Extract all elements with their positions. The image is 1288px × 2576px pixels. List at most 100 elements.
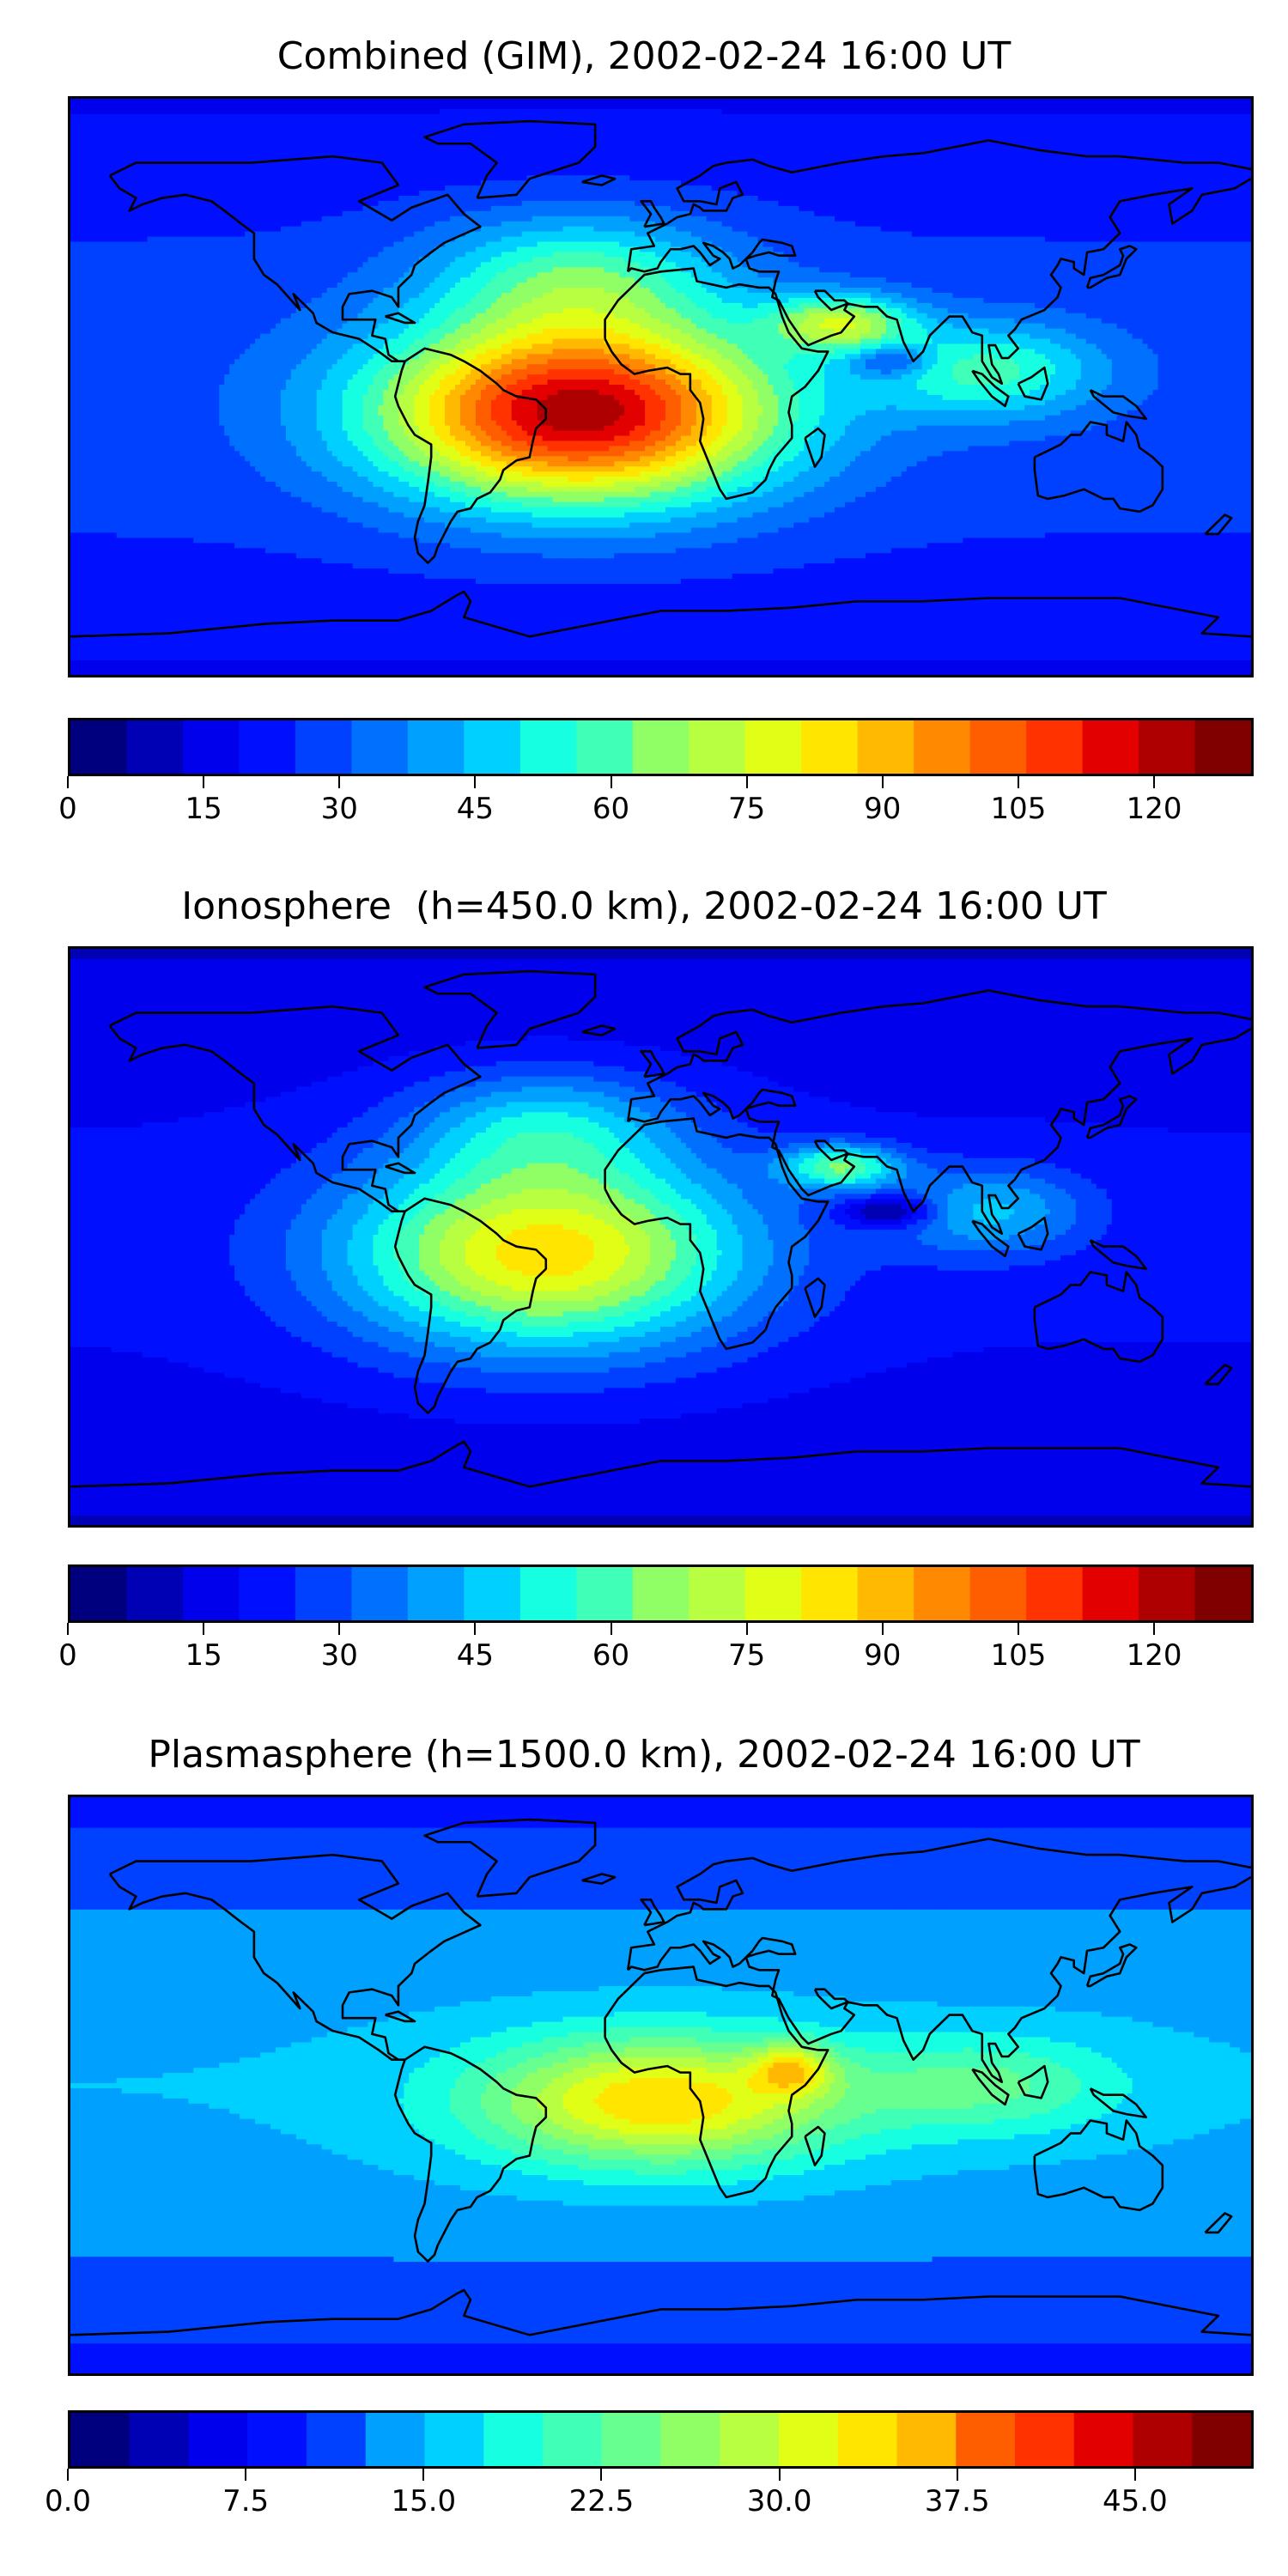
- tec-cell: [978, 125, 984, 131]
- tec-cell: [507, 145, 513, 151]
- tec-cell: [850, 145, 856, 151]
- tec-cell: [122, 119, 128, 125]
- tec-cell: [645, 99, 651, 105]
- tec-cell: [553, 135, 559, 141]
- tec-cell: [378, 140, 384, 146]
- tec-cell: [465, 145, 471, 151]
- tec-cell: [393, 119, 399, 125]
- tec-cell: [1102, 135, 1108, 141]
- tec-cell: [101, 109, 107, 115]
- tec-cell: [507, 140, 513, 146]
- tec-cell: [1112, 125, 1118, 131]
- tec-cell: [481, 130, 487, 136]
- tec-cell: [1122, 119, 1128, 125]
- tec-cell: [209, 155, 215, 161]
- tec-cell: [943, 155, 949, 161]
- tec-cell: [168, 145, 174, 151]
- tec-cell: [876, 130, 882, 136]
- tec-cell: [814, 135, 820, 141]
- tec-cell: [1235, 140, 1241, 146]
- tec-cell: [824, 99, 830, 105]
- tec-cell: [871, 104, 877, 110]
- tec-cell: [829, 140, 835, 146]
- tec-cell: [86, 99, 92, 105]
- tec-cell: [501, 155, 507, 161]
- tec-cell: [434, 104, 440, 110]
- tec-cell: [640, 140, 646, 146]
- tec-cell: [522, 145, 528, 151]
- tec-cell: [434, 109, 440, 115]
- tec-cell: [1235, 109, 1241, 115]
- tec-cell: [1163, 109, 1169, 115]
- tec-cell: [717, 130, 723, 136]
- tec-cell: [322, 149, 328, 155]
- tec-cell: [122, 99, 128, 105]
- tec-cell: [732, 130, 738, 136]
- tec-cell: [1122, 104, 1128, 110]
- tec-cell: [255, 140, 261, 146]
- tec-cell: [224, 149, 230, 155]
- tec-cell: [450, 104, 456, 110]
- tec-cell: [907, 140, 913, 146]
- tec-cell: [922, 109, 928, 115]
- tec-cell: [543, 155, 549, 161]
- tec-cell: [183, 140, 189, 146]
- tec-cell: [814, 145, 820, 151]
- tec-cell: [1066, 109, 1072, 115]
- tec-cell: [758, 149, 764, 155]
- tec-cell: [1014, 135, 1020, 141]
- tec-cell: [578, 104, 584, 110]
- tec-cell: [1071, 104, 1077, 110]
- tec-cell: [193, 125, 199, 131]
- tec-cell: [1055, 119, 1061, 125]
- tec-cell: [1066, 99, 1072, 105]
- tec-cell: [1230, 135, 1236, 141]
- tec-cell: [388, 99, 394, 105]
- tec-cell: [317, 125, 323, 131]
- tec-cell: [312, 109, 318, 115]
- tec-cell: [738, 109, 744, 115]
- tec-cell: [398, 149, 404, 155]
- tec-cell: [568, 114, 574, 120]
- tec-cell: [768, 149, 774, 155]
- tec-cell: [70, 130, 76, 136]
- tec-cell: [1040, 109, 1046, 115]
- tec-cell: [1055, 145, 1061, 151]
- tec-cell: [148, 114, 154, 120]
- tec-cell: [183, 149, 189, 155]
- tec-cell: [404, 149, 410, 155]
- tec-cell: [1188, 125, 1194, 131]
- tec-cell: [953, 149, 959, 155]
- tec-cell: [1122, 125, 1128, 131]
- tec-cell: [337, 99, 343, 105]
- tec-cell: [753, 104, 759, 110]
- tec-cell: [917, 114, 923, 120]
- tec-cell: [496, 135, 502, 141]
- tec-cell: [968, 135, 974, 141]
- tec-cell: [799, 149, 805, 155]
- tec-cell: [414, 119, 420, 125]
- tec-cell: [1148, 99, 1154, 105]
- tec-cell: [860, 140, 866, 146]
- tec-cell: [943, 109, 949, 115]
- tec-cell: [291, 145, 297, 151]
- tec-cell: [178, 149, 184, 155]
- tec-cell: [1107, 99, 1113, 105]
- tec-cell: [886, 130, 892, 136]
- tec-cell: [804, 114, 810, 120]
- tec-cell: [96, 114, 102, 120]
- tec-cell: [424, 119, 430, 125]
- tec-cell: [758, 114, 764, 120]
- tec-cell: [91, 135, 97, 141]
- tec-cell: [876, 145, 882, 151]
- tec-cell: [686, 104, 692, 110]
- tec-cell: [538, 149, 544, 155]
- tec-cell: [671, 135, 677, 141]
- tec-cell: [896, 130, 902, 136]
- tec-cell: [327, 104, 333, 110]
- tec-cell: [614, 125, 620, 131]
- tec-cell: [783, 145, 789, 151]
- tec-cell: [1086, 140, 1092, 146]
- tec-cell: [953, 155, 959, 161]
- tec-cell: [573, 125, 579, 131]
